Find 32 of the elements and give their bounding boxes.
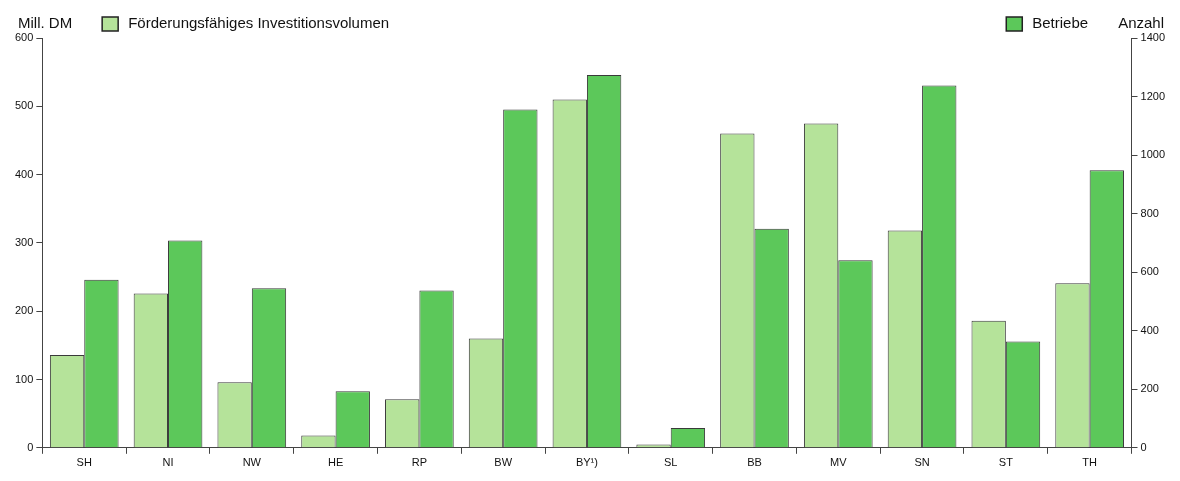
- x-tick-label: BW: [494, 456, 513, 469]
- legend-label: Betriebe: [1032, 14, 1089, 32]
- y-tick-label: 500: [14, 99, 34, 112]
- y-tick-label: 300: [14, 235, 34, 248]
- y2-tick-label: 600: [1140, 265, 1159, 278]
- y2-tick-label: 400: [1140, 323, 1159, 336]
- y-axis-title: Mill. DM: [18, 14, 73, 32]
- y-tick-label: 400: [14, 167, 34, 180]
- x-tick-label: MV: [830, 456, 848, 469]
- y-tick-label: 200: [14, 304, 34, 317]
- y2-tick-label: 200: [1140, 382, 1159, 395]
- x-tick-label: SN: [914, 456, 930, 469]
- y2-tick-label: 1200: [1140, 89, 1166, 102]
- y2-tick-label: 0: [1140, 440, 1147, 453]
- y-tick-label: 600: [14, 31, 34, 44]
- x-tick-label: NW: [242, 456, 262, 469]
- legend-label: Förderungsfähiges Investitionsvolumen: [128, 14, 390, 32]
- x-tick-label: TH: [1082, 456, 1098, 469]
- x-tick-label: HE: [327, 456, 344, 469]
- y2-axis-title: Anzahl: [1118, 14, 1164, 32]
- y-tick-label: 0: [27, 440, 34, 453]
- x-tick-label: SH: [76, 456, 92, 469]
- x-tick-label: RP: [411, 456, 428, 469]
- x-tick-label: NI: [162, 456, 174, 469]
- y2-tick-label: 1000: [1140, 148, 1166, 161]
- y-tick-label: 100: [14, 372, 34, 385]
- x-tick-label: BB: [747, 456, 762, 469]
- x-tick-label: SL: [663, 456, 678, 469]
- x-tick-label: BY¹): [575, 456, 598, 469]
- x-tick-label: ST: [998, 456, 1014, 469]
- y2-tick-label: 1400: [1140, 31, 1166, 44]
- y2-tick-label: 800: [1140, 206, 1159, 219]
